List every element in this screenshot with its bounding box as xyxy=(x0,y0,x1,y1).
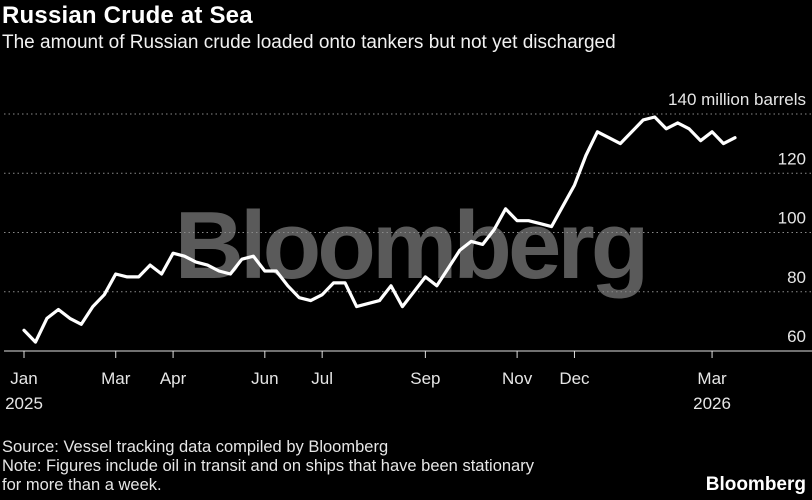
x-tick-label: Jun xyxy=(251,369,278,388)
series-line xyxy=(22,115,737,344)
x-tick-year-label: 2026 xyxy=(693,394,731,413)
x-tick-label: Mar xyxy=(697,369,727,388)
y-tick-label: 140 million barrels xyxy=(668,90,806,109)
chart-subtitle: The amount of Russian crude loaded onto … xyxy=(2,32,616,53)
footer-notes: Source: Vessel tracking data compiled by… xyxy=(2,438,692,495)
chart-title: Russian Crude at Sea xyxy=(2,2,253,29)
source-note: Source: Vessel tracking data compiled by… xyxy=(2,438,389,456)
x-tick-label: Nov xyxy=(502,369,533,388)
x-tick-label: Jan xyxy=(10,369,37,388)
y-tick-label: 120 xyxy=(778,149,806,168)
y-tick-label: 100 xyxy=(778,209,806,228)
bloomberg-logo: Bloomberg xyxy=(705,474,806,495)
x-tick-year-label: 2025 xyxy=(5,394,43,413)
x-tick-label: Jul xyxy=(311,369,333,388)
note-line-1: Note: Figures include oil in transit and… xyxy=(2,457,534,475)
x-tick-label: Mar xyxy=(101,369,131,388)
x-tick-label: Apr xyxy=(160,369,187,388)
watermark-text: Bloomberg xyxy=(175,192,646,299)
x-tick-label: Sep xyxy=(410,369,440,388)
note-line-2: for more than a week. xyxy=(2,476,162,494)
x-tick-label: Dec xyxy=(559,369,590,388)
y-tick-label: 80 xyxy=(787,268,806,287)
y-tick-label: 60 xyxy=(787,327,806,346)
